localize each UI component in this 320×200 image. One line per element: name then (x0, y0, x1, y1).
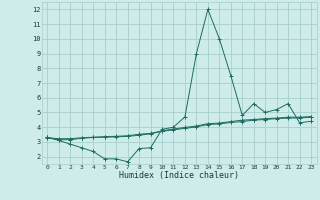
X-axis label: Humidex (Indice chaleur): Humidex (Indice chaleur) (119, 171, 239, 180)
